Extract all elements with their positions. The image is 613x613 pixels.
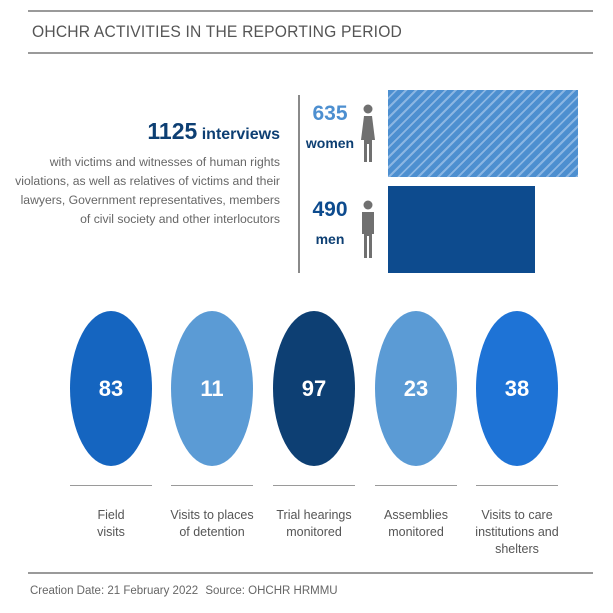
- bubble-value: 23: [375, 311, 457, 466]
- interviews-description: with victims and witnesses of human righ…: [15, 155, 280, 226]
- divider-line: [298, 95, 300, 273]
- bubble-value: 97: [273, 311, 355, 466]
- page-title: OHCHR ACTIVITIES IN THE REPORTING PERIOD: [32, 22, 403, 41]
- bubble-label: Assemblies monitored: [384, 508, 448, 539]
- man-icon: [362, 200, 374, 258]
- bubble-tick: [273, 485, 355, 486]
- footer: Creation Date: 21 February 2022 Source: …: [30, 585, 342, 597]
- bar-value-men: 490: [312, 198, 348, 221]
- bubble-tick: [70, 485, 152, 486]
- interviews-total: 1125: [147, 118, 198, 144]
- bubble-label: Visits to care institutions and shelters: [475, 508, 559, 556]
- bubble-tick: [375, 485, 457, 486]
- creation-date: Creation Date: 21 February 2022: [30, 585, 199, 597]
- interviews-word: interviews: [201, 126, 280, 143]
- bar-label-men: men: [315, 231, 345, 247]
- bubble-value: 83: [70, 311, 152, 466]
- top-rule: [28, 10, 593, 12]
- interviews-heading: 1125 interviews: [147, 118, 280, 145]
- bubble-tick: [171, 485, 253, 486]
- bar-value-women: 635: [312, 102, 348, 125]
- bar-label-women: women: [305, 135, 355, 151]
- woman-icon: [361, 104, 375, 162]
- source: Source: OHCHR HRMMU: [205, 585, 338, 597]
- bubble-value: 11: [171, 311, 253, 466]
- bubble-label: Trial hearings monitored: [276, 508, 352, 539]
- bubble-label: Visits to places of detention: [170, 508, 254, 539]
- bar-women: [388, 90, 578, 177]
- bubble-tick: [476, 485, 558, 486]
- bar-men: [388, 186, 535, 273]
- title-rule: [28, 52, 593, 54]
- footer-rule: [28, 572, 593, 574]
- bubble-value: 38: [476, 311, 558, 466]
- bubble-label: Field visits: [97, 508, 125, 539]
